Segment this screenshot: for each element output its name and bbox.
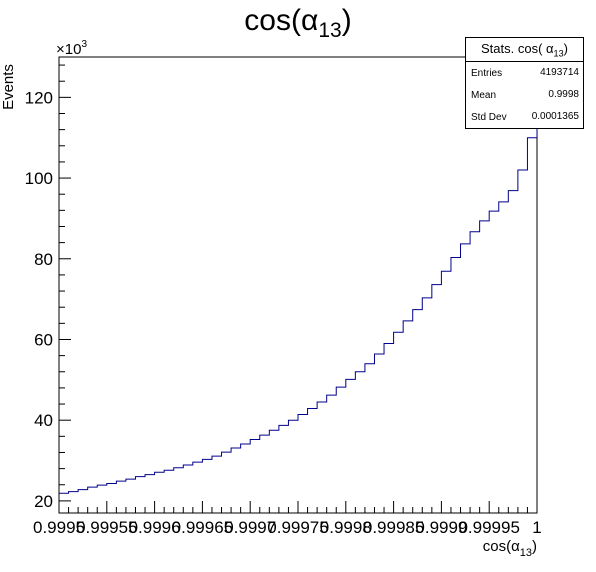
x-tick-label: 0.9995 bbox=[33, 518, 85, 537]
y-tick-label: 20 bbox=[34, 492, 53, 511]
stats-row-entries: Entries 4193714 bbox=[466, 62, 583, 84]
y-axis-label: Events bbox=[0, 64, 17, 110]
x-axis-label: cos(α13) bbox=[483, 538, 537, 559]
stats-value: 0.0001365 bbox=[531, 111, 579, 122]
y-tick-label: 60 bbox=[34, 330, 53, 349]
x-tick-label: 0.9996 bbox=[129, 518, 181, 537]
y-multiplier: ×103 bbox=[56, 39, 87, 58]
x-tick-label: 0.99965 bbox=[172, 518, 233, 537]
x-tick-label: 0.99955 bbox=[76, 518, 137, 537]
histogram-line bbox=[59, 121, 537, 494]
y-tick-label: 120 bbox=[25, 88, 53, 107]
stats-label: Std Dev bbox=[471, 112, 507, 123]
stats-value: 0.9998 bbox=[548, 89, 579, 100]
stats-header: Stats. cos( α13) bbox=[466, 38, 583, 62]
y-tick-label: 40 bbox=[34, 411, 53, 430]
stats-row-stddev: Std Dev 0.0001365 bbox=[466, 106, 583, 128]
x-tick-label: 0.9998 bbox=[320, 518, 372, 537]
x-tick-label: 0.99985 bbox=[363, 518, 424, 537]
stats-value: 4193714 bbox=[540, 67, 579, 78]
y-tick-label: 80 bbox=[34, 250, 53, 269]
x-tick-label: 1 bbox=[532, 518, 541, 537]
x-tick-label: 0.9997 bbox=[224, 518, 276, 537]
y-tick-label: 100 bbox=[25, 169, 53, 188]
stats-label: Mean bbox=[471, 90, 497, 101]
x-tick-label: 0.9999 bbox=[415, 518, 467, 537]
chart-title: cos(α13) bbox=[244, 4, 352, 42]
x-tick-label: 0.99995 bbox=[458, 518, 519, 537]
stats-box: Stats. cos( α13) Entries 4193714 Mean 0.… bbox=[465, 37, 584, 129]
stats-row-mean: Mean 0.9998 bbox=[466, 84, 583, 106]
stats-label: Entries bbox=[471, 68, 503, 79]
x-tick-label: 0.99975 bbox=[267, 518, 328, 537]
